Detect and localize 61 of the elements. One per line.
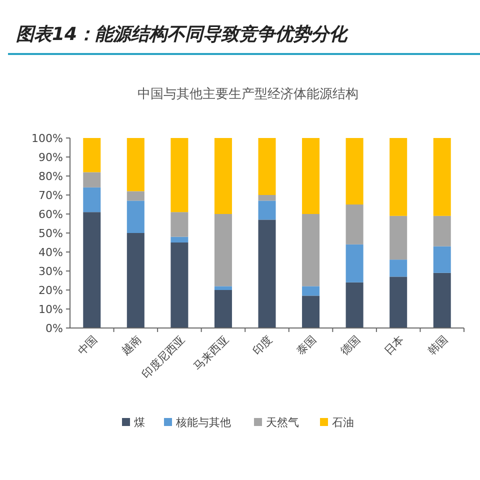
bar (126, 138, 144, 192)
y-tick-label: 80% (38, 170, 63, 183)
y-tick-label: 70% (38, 188, 63, 202)
bar (390, 260, 408, 277)
bar (433, 246, 451, 273)
legend-label: 煤 (134, 416, 145, 429)
bar (346, 244, 364, 282)
chart-title: 图表14：能源结构不同导致竞争优势分化 (16, 24, 350, 45)
y-tick-label: 10% (38, 302, 63, 316)
x-tick-label: 中国 (75, 332, 100, 358)
bar (83, 138, 101, 172)
x-tick-label: 韩国 (425, 332, 450, 358)
bar (302, 286, 320, 296)
bar (170, 138, 188, 212)
bar (258, 195, 276, 201)
bar (126, 233, 144, 328)
bar (258, 220, 276, 328)
bar (170, 212, 188, 237)
legend-label: 核能与其他 (175, 416, 231, 429)
y-tick-label: 90% (38, 150, 63, 164)
bar (302, 214, 320, 286)
y-tick-label: 50% (38, 226, 63, 240)
bar (214, 138, 232, 214)
bar (258, 138, 276, 195)
bar (346, 138, 364, 204)
x-tick-label: 泰国 (294, 332, 319, 358)
x-tick-label: 德国 (338, 332, 363, 358)
bar (83, 172, 101, 188)
bar (214, 214, 232, 286)
y-tick-label: 30% (38, 264, 63, 278)
bar (170, 242, 188, 328)
bar (433, 272, 451, 328)
y-tick-label: 100% (32, 132, 63, 145)
bar (126, 191, 144, 201)
bar (126, 200, 144, 233)
bar (258, 200, 276, 220)
legend-label: 石油 (332, 416, 354, 429)
legend-label: 天然气 (266, 416, 299, 429)
bar (302, 296, 320, 328)
bar (433, 216, 451, 246)
bar (302, 138, 320, 214)
y-tick-label: 60% (38, 208, 63, 221)
x-tick-label: 马来西亚 (191, 332, 232, 374)
bar (83, 187, 101, 212)
bar (214, 286, 232, 290)
bar (346, 204, 364, 244)
bar (390, 276, 408, 328)
bar (170, 236, 188, 242)
bar (214, 290, 232, 328)
x-tick-label: 越南 (119, 332, 144, 358)
y-tick-label: 40% (38, 246, 63, 259)
bar (83, 212, 101, 328)
x-tick-label: 印度 (250, 332, 276, 358)
bar (346, 282, 364, 328)
y-tick-label: 20% (38, 284, 63, 297)
bar (390, 138, 408, 216)
chart-subtitle: 中国与其他主要生产型经济体能源结构 (138, 86, 358, 102)
bar (433, 138, 451, 216)
x-tick-label: 日本 (382, 332, 406, 358)
y-tick-label: 0% (46, 322, 63, 335)
bar (390, 216, 408, 260)
